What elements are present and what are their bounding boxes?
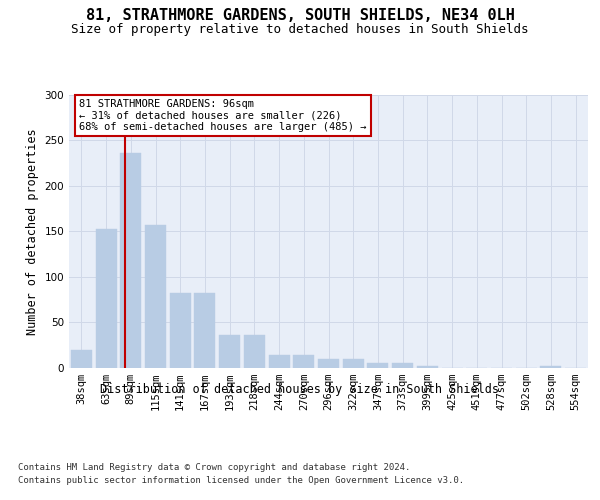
Bar: [244, 335, 265, 368]
Bar: [71, 350, 92, 368]
Text: Contains HM Land Registry data © Crown copyright and database right 2024.: Contains HM Land Registry data © Crown c…: [18, 462, 410, 471]
Bar: [194, 293, 215, 368]
Text: 81, STRATHMORE GARDENS, SOUTH SHIELDS, NE34 0LH: 81, STRATHMORE GARDENS, SOUTH SHIELDS, N…: [86, 8, 514, 22]
Bar: [95, 230, 116, 368]
Bar: [120, 153, 141, 368]
Bar: [417, 366, 438, 368]
Text: Size of property relative to detached houses in South Shields: Size of property relative to detached ho…: [71, 22, 529, 36]
Bar: [293, 355, 314, 368]
Bar: [318, 360, 339, 368]
Y-axis label: Number of detached properties: Number of detached properties: [26, 128, 39, 334]
Bar: [145, 225, 166, 368]
Bar: [269, 355, 290, 368]
Bar: [343, 360, 364, 368]
Bar: [367, 363, 388, 368]
Bar: [170, 293, 191, 368]
Text: Contains public sector information licensed under the Open Government Licence v3: Contains public sector information licen…: [18, 476, 464, 485]
Text: 81 STRATHMORE GARDENS: 96sqm
← 31% of detached houses are smaller (226)
68% of s: 81 STRATHMORE GARDENS: 96sqm ← 31% of de…: [79, 99, 367, 132]
Bar: [541, 366, 562, 368]
Bar: [392, 363, 413, 368]
Text: Distribution of detached houses by size in South Shields: Distribution of detached houses by size …: [101, 382, 499, 396]
Bar: [219, 335, 240, 368]
